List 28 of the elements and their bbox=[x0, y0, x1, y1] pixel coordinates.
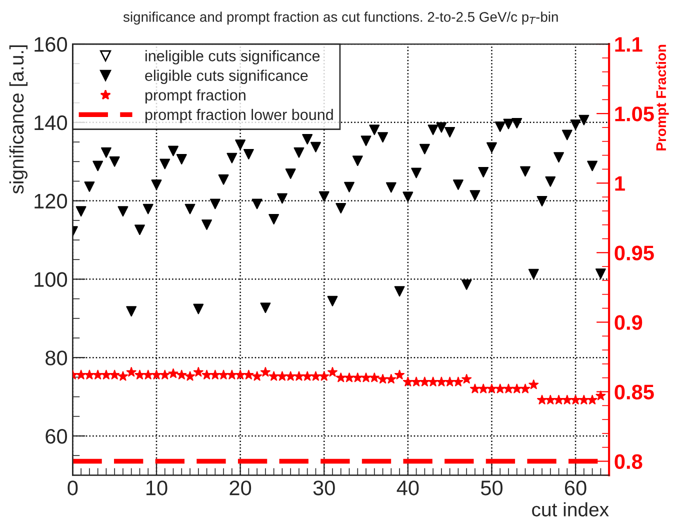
x-tick-label: 10 bbox=[146, 480, 168, 496]
y-tick-label: 160 bbox=[34, 37, 68, 52]
legend-label: ineligible cuts significance bbox=[146, 50, 320, 64]
y2-tick-label: 1 bbox=[615, 176, 625, 191]
y-tick-label: 80 bbox=[46, 350, 68, 366]
y2-axis-title: Prompt Fraction bbox=[656, 44, 669, 150]
y2-tick-label: 1.05 bbox=[615, 106, 654, 122]
y-tick-label: 60 bbox=[46, 428, 68, 444]
y-tick-label: 120 bbox=[34, 194, 68, 209]
y2-tick-label: 0.8 bbox=[614, 454, 642, 469]
y2-tick-label: 1.1 bbox=[615, 37, 642, 52]
y2-tick-label: 0.9 bbox=[614, 315, 642, 330]
x-tick-label: 0 bbox=[68, 480, 78, 496]
x-tick-label: 60 bbox=[565, 480, 586, 496]
legend-label: eligible cuts significance bbox=[145, 70, 308, 84]
legend-label: prompt fraction lower bound bbox=[145, 108, 333, 124]
legend-label: prompt fraction bbox=[145, 89, 246, 104]
y-axis-title: significance [a.u.] bbox=[9, 45, 28, 194]
x-axis-title: cut index bbox=[532, 502, 609, 516]
y2-tick-label: 0.95 bbox=[614, 246, 654, 260]
x-tick-label: 40 bbox=[396, 480, 419, 496]
x-tick-label: 30 bbox=[313, 480, 335, 496]
y-tick-label: 140 bbox=[34, 115, 68, 130]
chart-title: significance and prompt fraction as cut functions. 2-to-2.5 GeV/c p$_{T}$-bin bbox=[123, 12, 558, 25]
y-tick-label: 100 bbox=[34, 272, 68, 287]
y2-tick-label: 0.85 bbox=[614, 384, 654, 400]
x-tick-label: 20 bbox=[230, 480, 252, 496]
x-tick-label: 50 bbox=[480, 480, 503, 496]
